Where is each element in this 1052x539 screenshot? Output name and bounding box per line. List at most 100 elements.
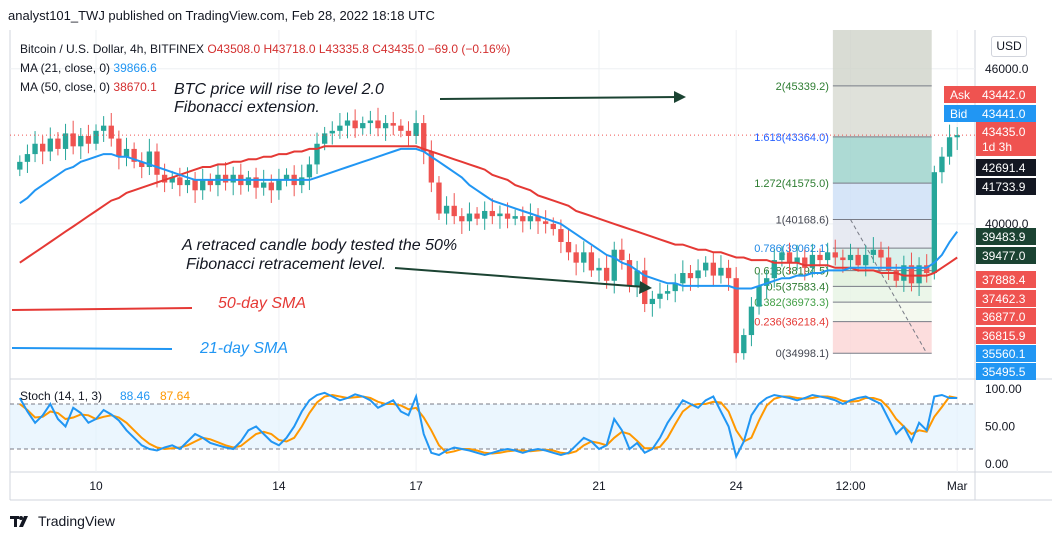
fib-level-label: 1.272(41575.0) <box>754 178 829 190</box>
candle-body <box>314 143 320 165</box>
ask-value: 43442.0 <box>982 88 1026 102</box>
price-tag-bg <box>976 271 1036 288</box>
candle-body <box>924 265 930 274</box>
candle-body <box>413 123 419 136</box>
candle-body <box>344 120 351 126</box>
currency-button[interactable]: USD <box>991 36 1027 57</box>
x-tick-label: Mar <box>947 479 968 493</box>
price-tag-bg <box>976 308 1036 325</box>
candle-body <box>824 252 831 261</box>
candle-body <box>664 291 671 294</box>
candle-body <box>527 216 534 222</box>
candle-body <box>809 254 816 268</box>
price-tag-bg <box>976 290 1036 307</box>
candle-body <box>763 278 770 286</box>
ma50-value: 38670.1 <box>113 80 157 94</box>
publish-header: analyst101_TWJ published on TradingView.… <box>0 0 1052 30</box>
y-tick-label: 40000.0 <box>985 217 1029 231</box>
candle-body <box>741 335 747 354</box>
fib-level-label: 1.618(43364.0) <box>754 132 829 144</box>
candle-body <box>634 270 640 286</box>
fib-band <box>832 286 932 303</box>
candle-body <box>306 164 313 178</box>
fib-level-label: 0.382(36973.3) <box>754 297 829 309</box>
annotation-text: Fibonacci retracement level. <box>186 256 386 273</box>
candle-body <box>733 278 739 354</box>
candle-body <box>40 143 46 152</box>
candle-body <box>177 177 183 186</box>
candle-body <box>131 148 137 162</box>
candle-body <box>946 137 953 157</box>
candle-body <box>329 130 335 134</box>
x-tick-label: 14 <box>272 479 286 493</box>
candle-body <box>184 179 191 186</box>
candle-body <box>611 249 617 281</box>
candle-body <box>840 257 846 261</box>
candle-body <box>375 120 381 129</box>
price-tag-bg <box>976 159 1036 176</box>
price-tag: 39477.0 <box>982 249 1026 263</box>
candle-body <box>916 265 922 284</box>
candle-body <box>573 252 579 263</box>
fib-trend-line <box>850 219 928 354</box>
candle-body <box>47 138 53 152</box>
high-value: H43718.0 <box>263 42 316 56</box>
candle-body <box>169 177 175 183</box>
candle-body <box>108 125 114 139</box>
stoch-tick-label: 50.00 <box>985 420 1015 434</box>
candle-body <box>779 252 785 261</box>
candle-body <box>268 182 274 191</box>
candle-body <box>512 216 518 219</box>
candle-body <box>802 257 808 268</box>
ma21-line <box>19 147 959 290</box>
candle-body <box>817 254 823 261</box>
candle-body <box>703 262 709 271</box>
bid-label-bg <box>944 105 976 122</box>
stoch-band <box>10 404 975 449</box>
published-info: analyst101_TWJ published on TradingView.… <box>8 8 435 23</box>
candle-body <box>93 130 99 144</box>
candle-body <box>100 125 107 131</box>
x-tick-label: 21 <box>592 479 606 493</box>
fib-level-label: 2(45339.2) <box>776 81 829 93</box>
candle-body <box>451 205 457 217</box>
candle-body <box>756 285 762 307</box>
candle-body <box>786 252 793 263</box>
sma50-annotation: 50-day SMA <box>218 295 306 312</box>
fib-band <box>832 219 932 249</box>
candle-body <box>535 216 541 222</box>
candle-body <box>398 125 404 131</box>
sma50-marker <box>11 307 193 311</box>
candle-body <box>588 252 595 271</box>
last-price-bg <box>976 122 1036 156</box>
candle-body <box>649 298 656 305</box>
price-tag-bg <box>976 363 1036 380</box>
candle-body <box>261 182 267 188</box>
symbol-label: Bitcoin / U.S. Dollar, 4h, BITFINEX <box>20 42 205 56</box>
candle-body <box>139 161 145 168</box>
stoch-label: Stoch (14, 1, 3) <box>20 389 102 403</box>
candle-body <box>474 213 480 219</box>
candle-body <box>78 135 84 147</box>
candle-body <box>832 252 838 258</box>
candle-body <box>85 135 92 144</box>
candle-body <box>695 270 701 279</box>
candle-body <box>885 257 892 271</box>
tradingview-brand[interactable]: TradingView <box>10 511 115 531</box>
stoch-d-value: 87.64 <box>160 389 190 403</box>
candle-body <box>200 179 206 191</box>
ask-label: Ask <box>950 88 971 102</box>
stoch-tick-label: 0.00 <box>985 457 1009 471</box>
candle-body <box>901 265 907 281</box>
candle-body <box>504 213 511 219</box>
candle-body <box>436 182 442 214</box>
candle-body <box>954 135 960 138</box>
candle-body <box>863 254 869 266</box>
candle-body <box>687 273 694 279</box>
fib-band <box>832 183 932 220</box>
candle-body <box>596 267 602 271</box>
candle-body <box>908 265 915 284</box>
candle-body <box>230 174 236 183</box>
annotation-text: A retraced candle body tested the 50% <box>181 237 457 254</box>
